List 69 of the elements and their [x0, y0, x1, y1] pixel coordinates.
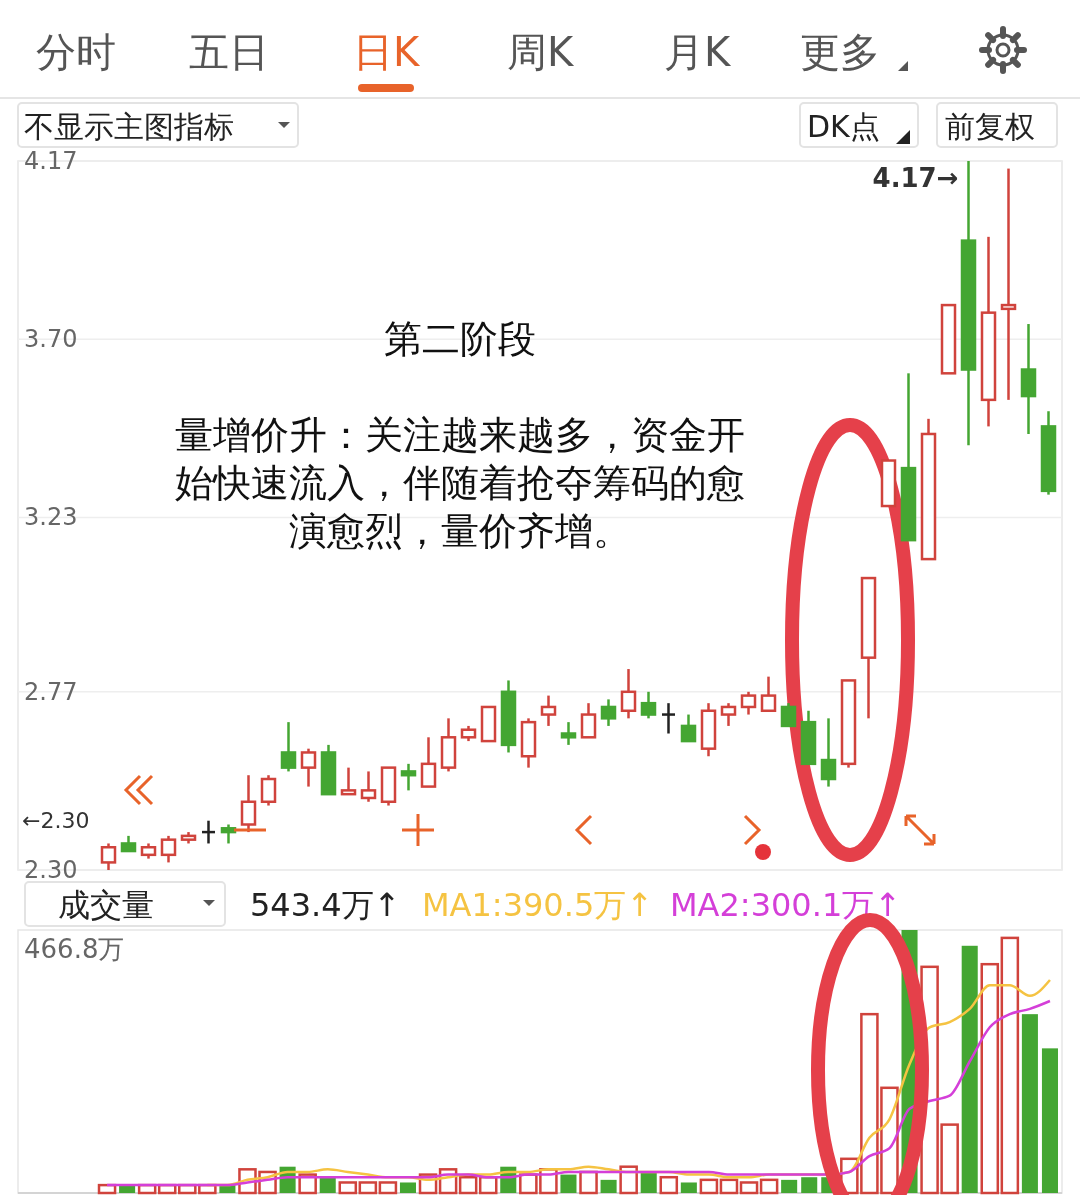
candlestick	[740, 690, 757, 716]
candlestick	[820, 717, 837, 788]
candlestick	[1000, 167, 1017, 402]
text: 分时	[36, 29, 116, 75]
candlestick	[300, 747, 317, 788]
bar	[759, 1178, 779, 1195]
text: MA1:390.5万↑	[422, 886, 654, 924]
y-tick-label: 4.17	[24, 147, 78, 175]
bar	[739, 1181, 759, 1195]
candlestick	[540, 694, 557, 728]
text: 量增价升：关注越来越多，资金开始快速流入，伴随着抢夺筹码的愈演愈烈，量价齐增。	[175, 413, 745, 553]
bar	[1000, 936, 1020, 1195]
text: DK点	[807, 109, 880, 144]
candlestick	[600, 698, 617, 728]
bar	[338, 1181, 358, 1195]
candlestick	[560, 720, 577, 747]
candlestick	[420, 736, 437, 788]
candlestick	[280, 720, 297, 773]
y-tick-label: 3.23	[24, 503, 78, 532]
bar	[801, 1177, 818, 1193]
text: 月K	[663, 29, 732, 75]
y-tick-label: 3.70	[24, 325, 78, 354]
candlestick	[160, 834, 177, 864]
bar	[358, 1181, 378, 1195]
candlestick	[620, 667, 637, 720]
bar	[619, 1165, 638, 1195]
y-tick-label: 2.77	[24, 677, 78, 706]
bar	[640, 1171, 657, 1193]
candlestick	[340, 766, 357, 796]
text: 五日	[189, 29, 269, 75]
bar	[781, 1179, 798, 1193]
bar	[699, 1178, 719, 1195]
candlestick	[220, 823, 237, 845]
bar	[399, 1182, 416, 1193]
bar	[458, 1175, 478, 1195]
text: 不显示主图指标	[24, 109, 234, 144]
candlestick	[580, 701, 597, 739]
candlestick	[760, 675, 777, 713]
candlestick	[100, 842, 117, 872]
candlestick	[680, 713, 697, 743]
candlestick	[660, 701, 677, 735]
bar	[961, 945, 978, 1193]
text: 543.4万↑	[250, 886, 401, 924]
bar	[560, 1174, 577, 1193]
bar	[719, 1178, 739, 1195]
legend-title: 成交量	[58, 886, 154, 924]
candlestick	[640, 690, 657, 720]
text: ←2.30	[22, 808, 90, 833]
text: 周K	[506, 29, 575, 75]
text: 第二阶段	[384, 317, 536, 361]
annotation: 466.8万	[24, 934, 125, 964]
candlestick	[720, 701, 737, 728]
bar	[1021, 1014, 1038, 1193]
bar	[659, 1175, 679, 1195]
bar	[579, 1170, 598, 1195]
text: 前复权	[945, 109, 1035, 144]
text: 日K	[352, 29, 421, 75]
text: 更多	[800, 29, 880, 75]
bar	[980, 962, 1000, 1195]
bar	[319, 1177, 336, 1193]
y-tick-label: 2.30	[24, 856, 78, 884]
candlestick	[780, 701, 797, 728]
candlestick	[400, 762, 417, 792]
bar	[1041, 1048, 1058, 1193]
bar	[378, 1181, 398, 1195]
bar	[680, 1182, 697, 1193]
candlestick	[360, 770, 377, 803]
bar	[600, 1179, 617, 1193]
annotation: 4.17→	[872, 163, 959, 193]
